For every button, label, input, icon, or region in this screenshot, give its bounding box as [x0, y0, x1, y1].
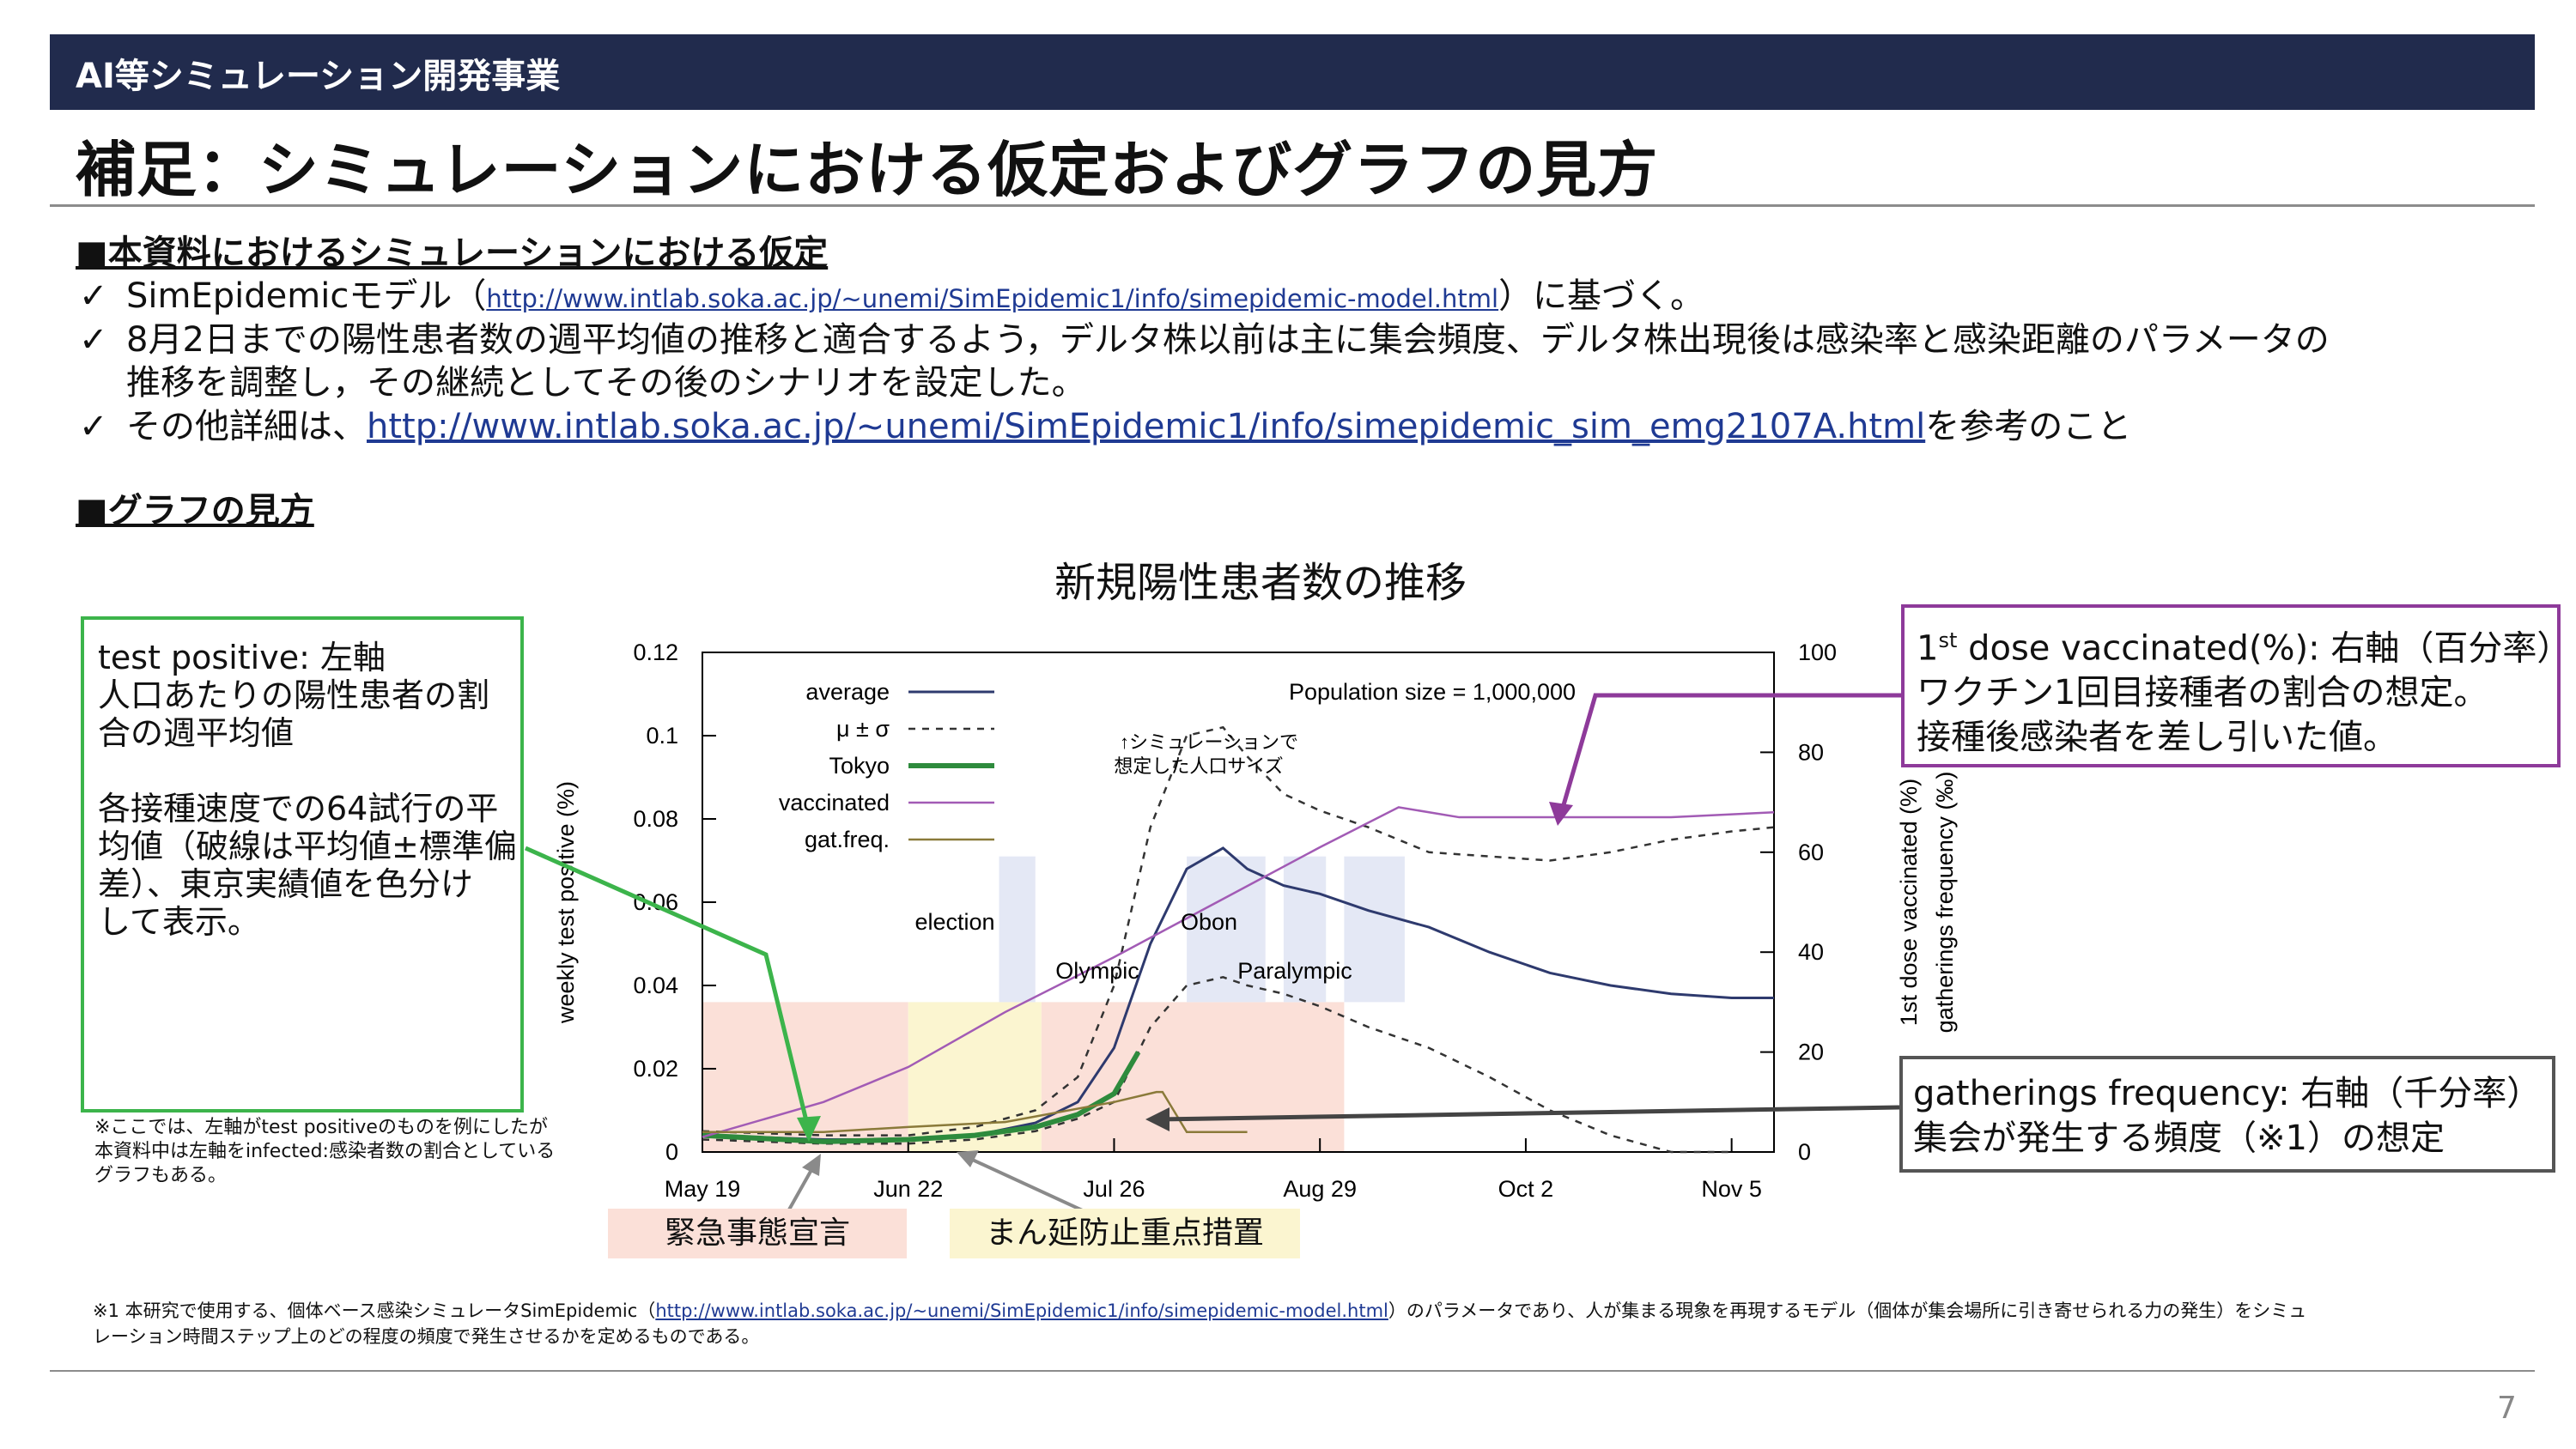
vaccinated-explanation-line3: 接種後感染者を差し引いた値。	[1917, 718, 2397, 758]
right-box1-connector	[1558, 693, 1905, 815]
legend-label: average	[805, 679, 890, 705]
y-tick-label: 0.02	[633, 1056, 678, 1082]
population-note-2: 想定した人口サイズ	[1114, 755, 1283, 777]
check-icon: ✓	[79, 320, 108, 360]
y2-tick-label: 0	[1798, 1139, 1811, 1165]
population-annotation: Population size = 1,000,000	[1289, 679, 1576, 705]
y2-tick-label: 40	[1798, 939, 1824, 965]
section-heading-graph: ■グラフの見方	[76, 491, 314, 530]
y2-tick-label: 100	[1798, 640, 1837, 665]
event-election-label: election	[914, 909, 994, 935]
semi-emergency-pointer	[966, 1155, 1098, 1219]
right-box2-connector	[1157, 1105, 1900, 1122]
section-heading-assumptions: ■本資料におけるシミュレーションにおける仮定	[76, 233, 829, 273]
event-band	[999, 856, 1036, 1003]
series-vaccinated-line	[702, 806, 1775, 1138]
x-tick-label: Jul 26	[1083, 1176, 1145, 1202]
bullet-fitting-cont: 推移を調整し，その継続としてその後のシナリオを設定した。	[126, 363, 1086, 403]
left-axis-note: ※ここでは、左軸がtest positiveのものを例にしたが 本資料中は左軸を…	[94, 1117, 556, 1186]
event-band	[1283, 856, 1327, 1003]
vaccinated-explanation-line1: 1st dose vaccinated(%): 右軸（百分率）	[1917, 628, 2572, 669]
series--line	[702, 725, 1775, 1137]
event-obon-label: Obon	[1181, 909, 1237, 935]
series-tokyo-line	[702, 1051, 1141, 1144]
y-tick-label: 0	[665, 1139, 678, 1165]
left-box-arrowhead	[797, 1116, 821, 1142]
right-box2-arrowhead	[1145, 1107, 1170, 1131]
y-axis-label: weekly test positive (%)	[553, 781, 579, 1024]
legend-label: μ ± σ	[836, 716, 890, 742]
y-tick-label: 0.08	[633, 806, 678, 832]
emergency-pointer-head	[802, 1154, 821, 1176]
title-divider	[50, 204, 2535, 207]
legend-label: vaccinated	[779, 790, 890, 815]
details-link[interactable]: http://www.intlab.soka.ac.jp/~unemi/SimE…	[367, 407, 1926, 446]
header-bar	[50, 34, 2535, 110]
y-tick-label: 0.04	[633, 973, 678, 998]
semi-emergency-pointer-head	[957, 1150, 979, 1167]
page-number: 7	[2497, 1391, 2517, 1426]
bullet-fitting: ✓ 8月2日までの陽性患者数の週平均値の推移と適合するよう，デルタ株以前は主に集会…	[79, 320, 2330, 360]
x-tick-label: Aug 29	[1283, 1176, 1357, 1202]
model-link[interactable]: http://www.intlab.soka.ac.jp/~unemi/SimE…	[486, 284, 1499, 313]
y-tick-label: 0.12	[633, 640, 678, 665]
left-box-connector	[524, 846, 811, 1132]
event-olympic-label: Olympic	[1055, 958, 1139, 984]
left-explanation-text: test positive: 左軸 人口あたりの陽性患者の割 合の週平均値 各接…	[98, 639, 517, 941]
event-band	[1344, 856, 1405, 1003]
right-box1-arrowhead	[1549, 802, 1573, 826]
bullet-model: ✓ SimEpidemicモデル（http://www.intlab.soka.a…	[79, 276, 1705, 316]
y2-tick-label: 60	[1798, 840, 1824, 865]
gatherings-explanation-line1: gatherings frequency: 右軸（千分率）	[1913, 1074, 2542, 1113]
series--line	[702, 976, 1732, 1154]
emergency-declaration-label: 緊急事態宣言	[608, 1209, 907, 1258]
y2-axis-label-vaccinated: 1st dose vaccinated (%)	[1896, 779, 1922, 1026]
footnote-link[interactable]: http://www.intlab.soka.ac.jp/~unemi/SimE…	[655, 1300, 1388, 1321]
check-icon: ✓	[79, 407, 108, 446]
y2-axis-label-gatherings: gatherings frequency (‰)	[1932, 772, 1958, 1034]
x-tick-label: Oct 2	[1498, 1176, 1554, 1202]
period-band	[1041, 1002, 1345, 1152]
population-note-1: ↑シミュレーションで	[1120, 731, 1298, 753]
x-tick-label: May 19	[665, 1176, 741, 1202]
event-paralympic-label: Paralympic	[1237, 958, 1352, 984]
vaccinated-explanation-line2: ワクチン1回目接種者の割合の想定。	[1917, 673, 2488, 713]
left-explanation-box: test positive: 左軸 人口あたりの陽性患者の割 合の週平均値 各接…	[81, 616, 524, 1113]
gatherings-explanation-box: gatherings frequency: 右軸（千分率） 集会が発生する頻度（…	[1899, 1056, 2555, 1173]
semi-emergency-label: まん延防止重点措置	[950, 1209, 1300, 1258]
legend-label: gat.freq.	[805, 827, 890, 852]
bottom-divider	[50, 1370, 2535, 1372]
bullet-details: ✓ その他詳細は、http://www.intlab.soka.ac.jp/~un…	[79, 407, 2132, 446]
gatherings-explanation-line2: 集会が発生する頻度（※1）の想定	[1913, 1119, 2445, 1158]
y2-tick-label: 80	[1798, 739, 1824, 765]
vaccinated-explanation-box: 1st dose vaccinated(%): 右軸（百分率） ワクチン1回目接…	[1901, 604, 2572, 767]
chart-title: 新規陽性患者数の推移	[1054, 561, 1467, 606]
check-icon: ✓	[79, 276, 108, 316]
page-title: 補足：シミュレーションにおける仮定およびグラフの見方	[76, 135, 1659, 205]
y-tick-label: 0.1	[646, 723, 678, 749]
legend-label: Tokyo	[829, 753, 890, 779]
y2-tick-label: 20	[1798, 1040, 1824, 1065]
header-title: AI等シミュレーション開発事業	[76, 57, 561, 96]
footnote: ※1 本研究で使用する、個体ベース感染シミュレータSimEpidemic（htt…	[93, 1300, 2307, 1347]
x-tick-label: Nov 5	[1701, 1176, 1762, 1202]
x-tick-label: Jun 22	[873, 1176, 943, 1202]
